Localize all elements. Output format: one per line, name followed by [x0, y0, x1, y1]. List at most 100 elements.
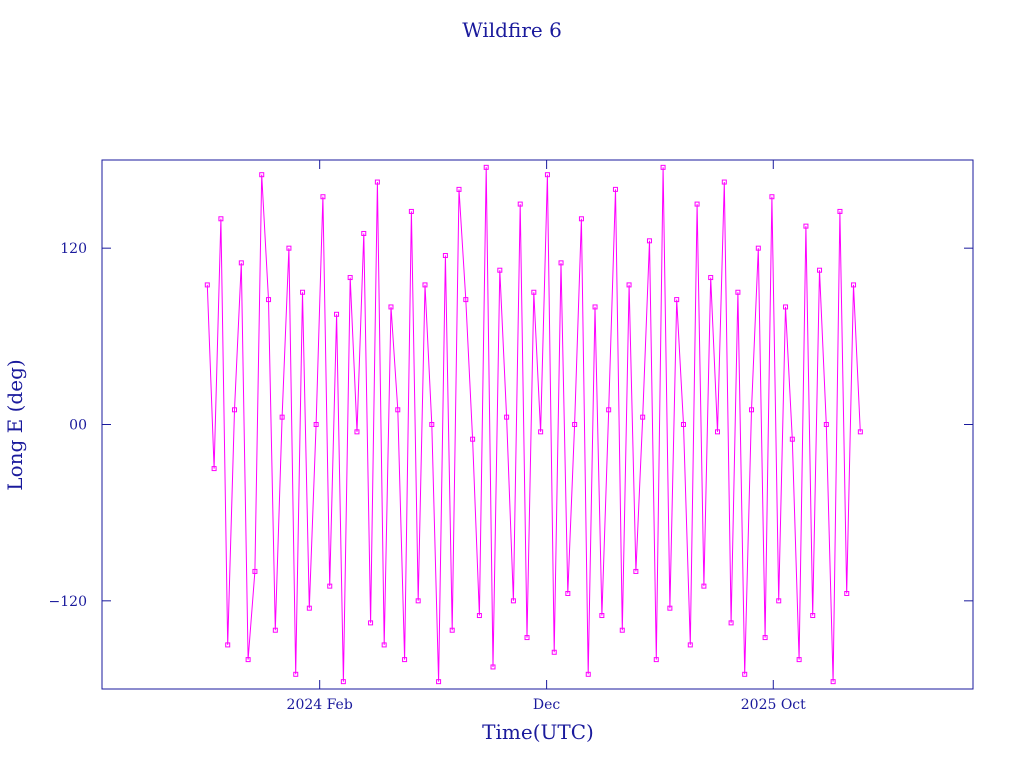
data-point [313, 422, 319, 427]
data-point [361, 230, 367, 236]
data-point [470, 436, 476, 442]
data-point [238, 260, 244, 266]
data-point [674, 297, 680, 303]
plot-frame [101, 159, 974, 690]
data-point [857, 429, 863, 435]
chart-title: Wildfire 6 [462, 18, 562, 42]
data-point [422, 282, 428, 288]
data-point [796, 657, 802, 663]
data-point [368, 620, 374, 626]
data-point [402, 657, 408, 663]
data-point [354, 429, 360, 435]
data-point [252, 568, 258, 574]
data-point [334, 311, 340, 317]
data-point [436, 679, 442, 685]
data-point [810, 613, 816, 619]
data-point [606, 407, 612, 413]
data-point [844, 590, 850, 596]
data-point [789, 436, 795, 442]
data-point [694, 201, 700, 207]
data-point [259, 172, 265, 178]
y-tick-label: −120 [49, 594, 87, 610]
data-point [415, 598, 421, 604]
plot-area [204, 164, 863, 685]
data-point [538, 429, 544, 435]
data-point [374, 179, 380, 185]
data-point [510, 598, 516, 604]
data-point [327, 583, 333, 589]
data-point [640, 414, 646, 420]
data-point [714, 429, 720, 435]
x-tick-label: 2025 Oct [741, 697, 806, 713]
data-point [680, 422, 686, 427]
data-point [701, 583, 707, 589]
data-point [497, 267, 503, 273]
data-point [517, 201, 523, 207]
data-point [769, 194, 775, 200]
data-point [347, 275, 353, 281]
y-tick-label: 120 [60, 241, 87, 257]
data-point [218, 216, 224, 222]
data-point [320, 194, 326, 200]
data-point [225, 642, 231, 648]
data-point [558, 260, 564, 266]
data-point [340, 679, 346, 685]
data-point [572, 422, 578, 427]
data-point [279, 414, 285, 420]
data-point [742, 671, 748, 677]
data-point [776, 598, 782, 604]
data-point [599, 613, 605, 619]
data-point [823, 422, 829, 427]
data-point [245, 657, 251, 663]
data-point [585, 671, 591, 677]
data-point [544, 172, 550, 178]
data-point [476, 613, 482, 619]
y-axis-label: Long E (deg) [3, 359, 27, 490]
y-tick-label: 00 [69, 418, 87, 434]
data-point [708, 275, 714, 281]
data-point [211, 466, 217, 472]
data-point [388, 304, 394, 310]
data-point [204, 282, 210, 288]
x-tick-label: Dec [533, 697, 561, 713]
data-point [293, 671, 299, 677]
data-point [660, 164, 666, 170]
data-point [612, 186, 618, 192]
data-point [463, 297, 469, 303]
data-point [551, 649, 557, 655]
data-point [687, 642, 693, 648]
data-line [206, 167, 861, 682]
data-point [619, 627, 625, 633]
data-point [749, 407, 755, 413]
data-point [817, 267, 823, 273]
data-point [735, 289, 741, 295]
data-point [667, 605, 673, 611]
data-point [266, 297, 272, 303]
data-point [504, 414, 510, 420]
data-point [395, 407, 401, 413]
data-point [830, 679, 836, 685]
data-point [592, 304, 598, 310]
data-point [653, 657, 659, 663]
data-point [803, 223, 809, 229]
data-point [286, 245, 292, 251]
data-point [755, 245, 761, 251]
data-point [456, 186, 462, 192]
data-point [524, 635, 530, 641]
data-point [646, 238, 652, 244]
data-point [483, 164, 489, 170]
data-point [442, 253, 448, 259]
data-point [232, 407, 238, 413]
x-tick-label: 2024 Feb [287, 697, 353, 713]
data-point [728, 620, 734, 626]
data-point [721, 179, 727, 185]
data-point [381, 642, 387, 648]
data-point [762, 635, 768, 641]
data-point [633, 568, 639, 574]
data-point [272, 627, 278, 633]
data-point [300, 289, 306, 295]
data-point [837, 208, 843, 214]
data-point [531, 289, 537, 295]
